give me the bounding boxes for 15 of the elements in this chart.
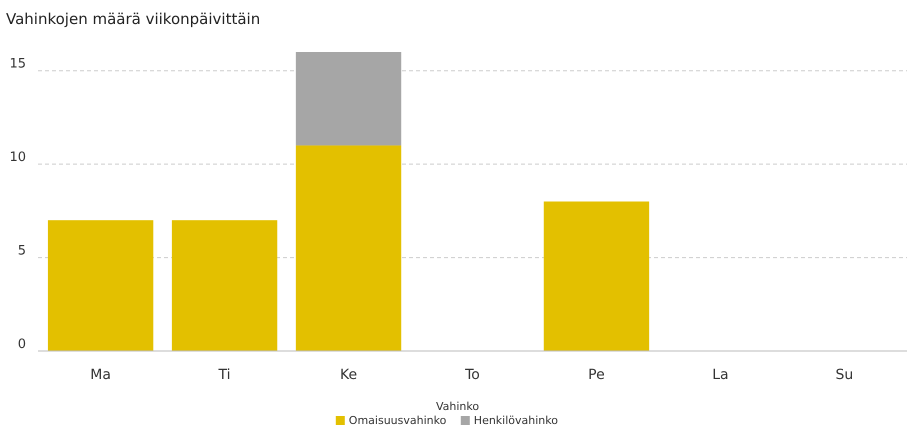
x-tick-label: Ma bbox=[90, 367, 111, 383]
legend-title: Vahinko bbox=[436, 400, 480, 413]
y-tick-label: 5 bbox=[18, 244, 26, 259]
x-tick-label: Su bbox=[836, 367, 854, 383]
legend-label: Henkilövahinko bbox=[474, 414, 558, 427]
y-tick-label: 10 bbox=[9, 150, 26, 166]
legend-label: Omaisuusvahinko bbox=[348, 414, 447, 427]
x-tick-label: Pe bbox=[588, 367, 605, 383]
x-tick-label: Ke bbox=[340, 367, 358, 383]
y-tick-label: 0 bbox=[18, 337, 26, 352]
y-tick-label: 15 bbox=[9, 56, 26, 72]
x-tick-label: To bbox=[464, 367, 480, 383]
x-tick-label: La bbox=[712, 367, 729, 383]
x-tick-label: Ti bbox=[218, 367, 231, 383]
chart-title: Vahinkojen määrä viikonpäivittäin bbox=[6, 10, 260, 28]
